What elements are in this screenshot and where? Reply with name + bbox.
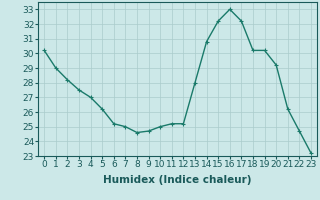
X-axis label: Humidex (Indice chaleur): Humidex (Indice chaleur) (103, 175, 252, 185)
